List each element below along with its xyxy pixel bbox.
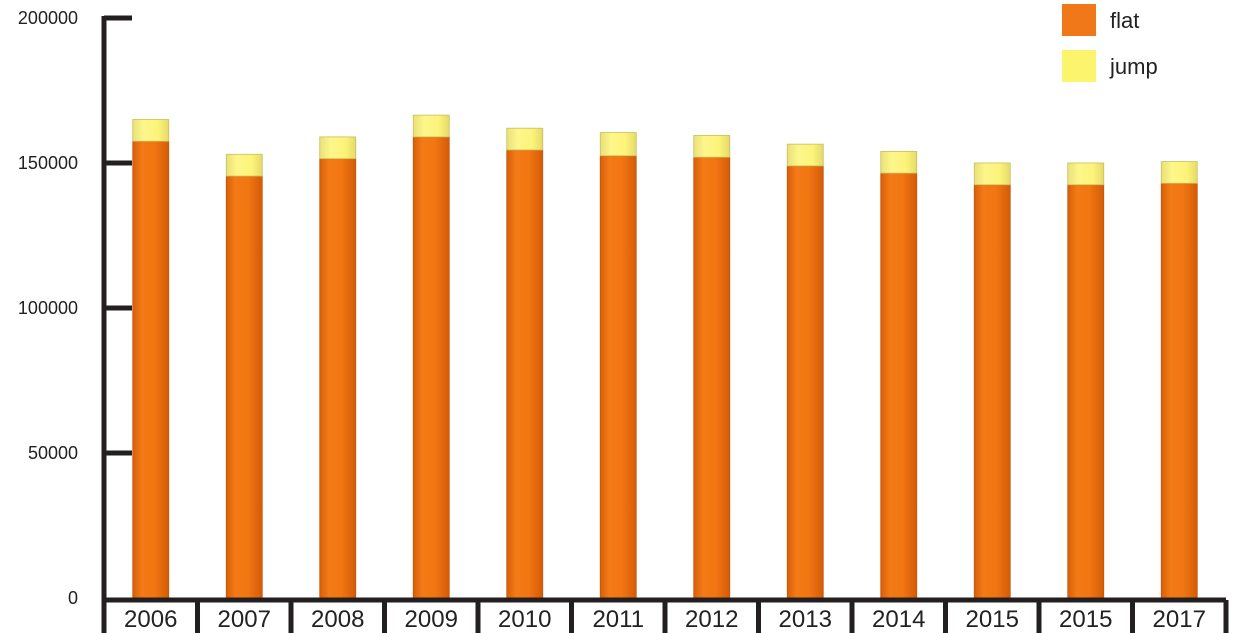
bar-jump-7: [786, 143, 824, 167]
bar-jump-9: [973, 162, 1011, 186]
bar-flat-10: [1067, 184, 1105, 599]
bar-flat-5: [599, 155, 637, 599]
x-tick-label-6: 2012: [685, 606, 738, 633]
legend-swatch-jump: [1062, 50, 1096, 82]
x-tick-label-4: 2010: [498, 606, 551, 633]
bar-flat-0: [132, 140, 170, 599]
y-tick-label-150000: 150000: [18, 153, 78, 173]
bar-jump-4: [506, 127, 544, 151]
bar-jump-0: [132, 119, 170, 142]
legend-label-flat: flat: [1110, 8, 1139, 33]
y-tick-label-200000: 200000: [18, 8, 78, 28]
axes-layer: 0 50000 100000 150000 200000 2006 2007 2008 2009…: [18, 8, 1229, 633]
bar-flat-3: [412, 136, 450, 599]
bar-jump-2: [319, 136, 357, 160]
bar-flat-2: [319, 158, 357, 599]
bar-jump-6: [693, 135, 731, 158]
legend-label-jump: jump: [1109, 54, 1158, 79]
legend-swatch-flat: [1062, 4, 1096, 36]
bar-flat-9: [973, 184, 1011, 599]
bars-layer: [132, 114, 1198, 599]
bar-flat-11: [1160, 182, 1198, 599]
y-tick-label-0: 0: [68, 588, 78, 608]
bar-jump-11: [1160, 161, 1198, 184]
x-tick-label-2: 2008: [311, 606, 364, 633]
bar-jump-3: [412, 114, 450, 138]
legend: flat jump: [1062, 4, 1158, 82]
bar-jump-10: [1067, 162, 1105, 186]
bar-jump-5: [599, 132, 637, 157]
x-tick-label-1: 2007: [218, 606, 271, 633]
x-tick-label-8: 2014: [872, 606, 925, 633]
x-tick-label-3: 2009: [405, 606, 458, 633]
bar-jump-8: [880, 150, 918, 174]
bar-flat-8: [880, 172, 918, 599]
bar-flat-1: [225, 175, 263, 599]
x-tick-label-11: 2017: [1153, 606, 1206, 633]
x-tick-label-0: 2006: [124, 606, 177, 633]
x-tick-label-5: 2011: [592, 606, 644, 633]
x-tick-label-10: 2015: [1059, 606, 1112, 633]
bar-flat-6: [693, 156, 731, 599]
bar-flat-4: [506, 149, 544, 599]
x-tick-label-9: 2015: [966, 606, 1019, 633]
y-tick-label-100000: 100000: [18, 298, 78, 318]
x-tick-label-7: 2013: [779, 606, 832, 633]
bar-flat-7: [786, 165, 824, 599]
y-tick-label-50000: 50000: [28, 443, 78, 463]
bar-jump-1: [225, 153, 263, 177]
